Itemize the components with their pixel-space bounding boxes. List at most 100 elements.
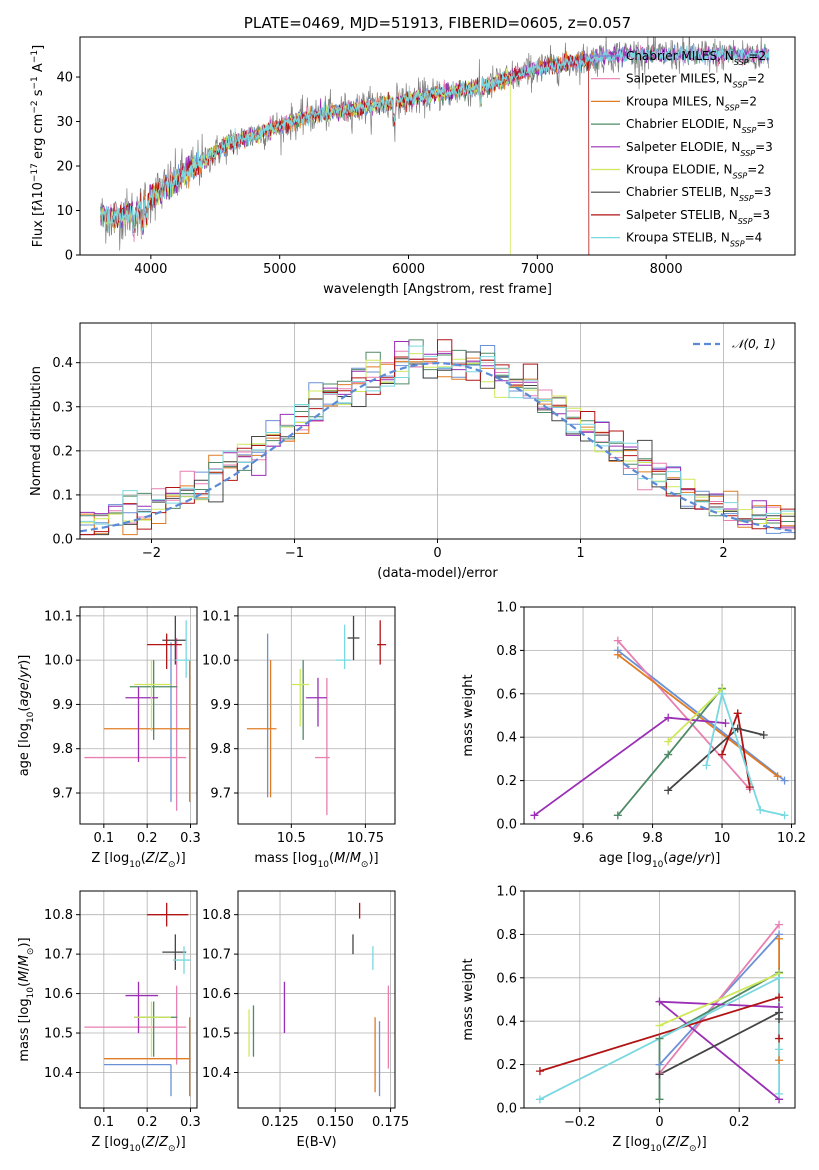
x-tick-label: 0.2 <box>137 1115 158 1130</box>
x-tick-label: 7000 <box>521 262 554 277</box>
errorbar-point-3 <box>129 660 178 740</box>
weight-series-8 <box>705 690 785 817</box>
y-tick-label: 10.7 <box>44 948 73 963</box>
x-tick-label: 10.2 <box>777 831 806 846</box>
x-tick-label: 0.1 <box>93 831 114 846</box>
errorbar-point-4 <box>125 981 158 1034</box>
weight-marker <box>718 689 727 698</box>
errorbar-point-5 <box>134 1001 171 1057</box>
weight-series-3 <box>658 971 780 1100</box>
x-tick-label: 8000 <box>650 262 683 277</box>
x-tick-label: 10.5 <box>277 831 306 846</box>
x-tick-label: 6000 <box>392 262 425 277</box>
weight-marker <box>664 750 673 759</box>
weight-marker <box>664 786 673 795</box>
spectrum-series-7 <box>100 53 590 255</box>
legend: Chabrier MILES, NSSP=2 Salpeter MILES, NS… <box>591 49 774 248</box>
x-axis-label: Z [log10(Z/Z⊙)] <box>612 1135 706 1154</box>
plot-area <box>84 615 191 811</box>
errorbar-point-4 <box>306 677 327 727</box>
legend: 𝒩(0, 1) <box>693 337 776 351</box>
y-tick-label: 40 <box>56 71 73 86</box>
legend-label: Kroupa MILES, NSSP=2 <box>626 94 757 112</box>
axes-frame <box>79 606 198 825</box>
weight-marker <box>655 1070 664 1079</box>
plot-area <box>80 339 795 536</box>
y-tick-label: 0.6 <box>496 971 517 986</box>
y-tick-label: 1.0 <box>496 885 517 900</box>
panel-age-vs-Z: 0.1 0.2 0.3 9.7 9.8 9.9 10.0 10.1 Z [log10(Z/Z⊙)… <box>17 606 201 870</box>
x-tick-label: 10.75 <box>347 831 384 846</box>
weight-marker <box>613 811 622 820</box>
weight-marker <box>745 783 754 792</box>
y-tick-label: 10.4 <box>44 1066 73 1081</box>
axes-frame <box>79 890 198 1109</box>
y-tick-label: 9.7 <box>210 787 231 802</box>
x-tick-label: 0.3 <box>180 1115 201 1130</box>
y-tick-label: 9.8 <box>52 742 73 757</box>
errorbar-point-2 <box>246 660 277 798</box>
weight-marker <box>718 750 727 759</box>
x-tick-label: 0.1 <box>93 1115 114 1130</box>
plot-area <box>100 37 770 255</box>
weight-marker <box>780 776 789 785</box>
legend-label: Chabrier ELODIE, NSSP=3 <box>626 117 774 135</box>
weight-marker <box>775 1045 784 1054</box>
errorbar-point-3 <box>134 1001 178 1057</box>
errorbar-point-6 <box>162 934 187 970</box>
y-tick-label: 10.8 <box>44 908 73 923</box>
errorbar-point-1 <box>315 677 330 816</box>
y-axis-label: mass weight <box>461 958 476 1040</box>
y-axis-label: age [log10(age/yr)] <box>17 655 36 777</box>
y-tick-label: 10.4 <box>202 1066 231 1081</box>
errorbar-point-0 <box>103 1063 172 1097</box>
errorbar-point-8 <box>335 624 351 669</box>
axes-frame <box>79 322 796 540</box>
weight-marker <box>733 724 742 733</box>
errorbar-point-8 <box>173 946 191 974</box>
x-tick-label: 4000 <box>134 262 167 277</box>
y-tick-label: 10.6 <box>44 987 73 1002</box>
legend-label: Chabrier MILES, NSSP=2 <box>626 49 766 67</box>
x-tick-label: 0.3 <box>180 831 201 846</box>
errorbar-point-7 <box>147 633 182 669</box>
x-tick-label: 9.6 <box>573 831 594 846</box>
y-tick-label: 10.8 <box>202 908 231 923</box>
y-tick-label: 10.1 <box>44 609 73 624</box>
weight-marker <box>613 650 622 659</box>
errorbar-point-6 <box>347 615 360 661</box>
y-tick-label: 10.7 <box>202 948 231 963</box>
y-tick-label: 10.6 <box>202 987 231 1002</box>
errorbar-point-2 <box>103 660 191 802</box>
y-tick-label: 1.0 <box>496 601 517 616</box>
y-tick-label: 0.4 <box>496 731 517 746</box>
weight-marker <box>733 709 742 718</box>
weight-marker <box>664 737 673 746</box>
weight-marker <box>655 1021 664 1030</box>
x-axis-label: wavelength [Angstrom, rest frame] <box>323 282 552 297</box>
weight-marker <box>721 719 730 728</box>
y-tick-label: 30 <box>56 115 73 130</box>
y-tick-label: 10.0 <box>44 654 73 669</box>
weight-marker <box>775 934 784 943</box>
weight-marker <box>775 1089 784 1098</box>
weight-marker <box>655 1095 664 1104</box>
errorbar-point-8 <box>175 620 191 678</box>
errorbar-point-5 <box>134 660 171 731</box>
spectrum-series-2 <box>100 49 596 233</box>
x-tick-label: 0.125 <box>261 1115 298 1130</box>
legend-label: Salpeter MILES, NSSP=2 <box>626 72 765 90</box>
panel-weight-vs-age: 9.6 9.8 10 10.2 0.0 0.2 0.4 0.6 0.8 1.0 age [log10… <box>461 601 806 871</box>
normal-curve <box>80 361 795 533</box>
x-tick-label: 0 <box>433 546 441 561</box>
weight-marker <box>775 1056 784 1065</box>
y-tick-label: 10.1 <box>202 609 231 624</box>
weight-marker <box>664 713 673 722</box>
axes-frame <box>523 606 796 825</box>
weight-series-2 <box>617 653 779 778</box>
legend-label: Salpeter ELODIE, NSSP=3 <box>626 140 773 158</box>
x-axis-label: mass [log10(M/M⊙)] <box>254 851 378 870</box>
x-tick-label: 9.8 <box>642 831 663 846</box>
y-tick-label: 9.7 <box>52 787 73 802</box>
weight-series-1 <box>617 640 751 790</box>
